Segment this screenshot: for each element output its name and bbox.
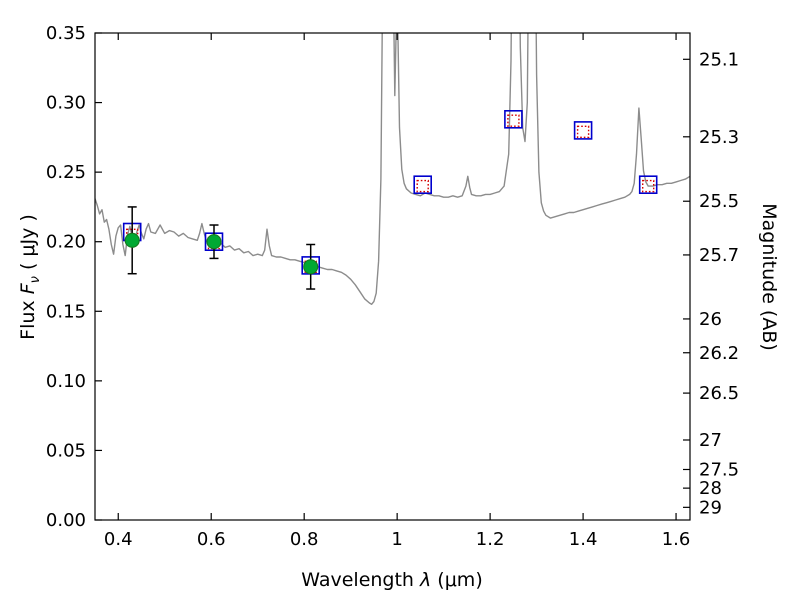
y-axis-title-unit: ( μJy ) <box>17 214 39 277</box>
y-tick-label: 0.15 <box>46 301 86 322</box>
photometry-square-marker <box>413 175 433 194</box>
lambda-symbol: λ <box>420 569 432 591</box>
x-axis-title-text: Wavelength <box>301 569 421 591</box>
x-tick-label: 1 <box>391 529 402 550</box>
y2-tick-label: 25.7 <box>699 245 739 266</box>
x-axis-title: Wavelength λ (μm) <box>192 566 592 594</box>
y2-tick-label: 26.5 <box>699 383 739 404</box>
y2-tick-label: 25.3 <box>699 127 739 148</box>
y-tick-label: 0.30 <box>46 93 86 114</box>
y2-tick-label: 29 <box>699 497 722 518</box>
observed-point-marker <box>124 232 140 248</box>
flux-symbol: F <box>17 283 39 295</box>
y-axis-title: Flux Fν ( μJy ) <box>14 127 43 427</box>
y2-tick-label: 25.5 <box>699 191 739 212</box>
x-tick-label: 0.8 <box>290 529 319 550</box>
y-tick-label: 0.10 <box>46 371 86 392</box>
y-tick-label: 0.20 <box>46 232 86 253</box>
observed-point-marker <box>303 259 319 275</box>
y-tick-label: 0.35 <box>46 23 86 44</box>
model-spectrum <box>95 33 690 305</box>
axes-frame <box>94 32 691 521</box>
y2-tick-label: 27 <box>699 430 722 451</box>
photometry-square-marker <box>638 175 658 194</box>
x-tick-label: 1.4 <box>569 529 598 550</box>
y2-tick-label: 26.2 <box>699 343 739 364</box>
x-tick-label: 0.4 <box>104 529 133 550</box>
y-tick-label: 0.25 <box>46 162 86 183</box>
y-tick-label: 0.00 <box>46 510 86 531</box>
observed-point-marker <box>206 234 222 250</box>
x-tick-label: 1.2 <box>476 529 505 550</box>
nu-subscript: ν <box>27 276 43 284</box>
x-axis-title-unit: (μm) <box>431 569 483 591</box>
x-tick-label: 1.6 <box>662 529 691 550</box>
y-tick-label: 0.05 <box>46 440 86 461</box>
y2-axis-title: Magnitude (AB) <box>755 127 783 427</box>
y2-tick-label: 26 <box>699 309 722 330</box>
observed-photometry-green-circles <box>124 206 319 290</box>
y2-axis-title-text: Magnitude (AB) <box>758 203 780 351</box>
y2-tick-label: 28 <box>699 478 722 499</box>
x-tick-label: 0.6 <box>197 529 226 550</box>
photometry-square-marker <box>504 110 523 129</box>
photometry-square-marker <box>573 121 593 140</box>
spectrum-line <box>95 33 690 305</box>
y2-tick-label: 27.5 <box>699 459 739 480</box>
y-axis-title-text: Flux <box>17 294 39 340</box>
y2-tick-label: 25.1 <box>699 49 739 70</box>
